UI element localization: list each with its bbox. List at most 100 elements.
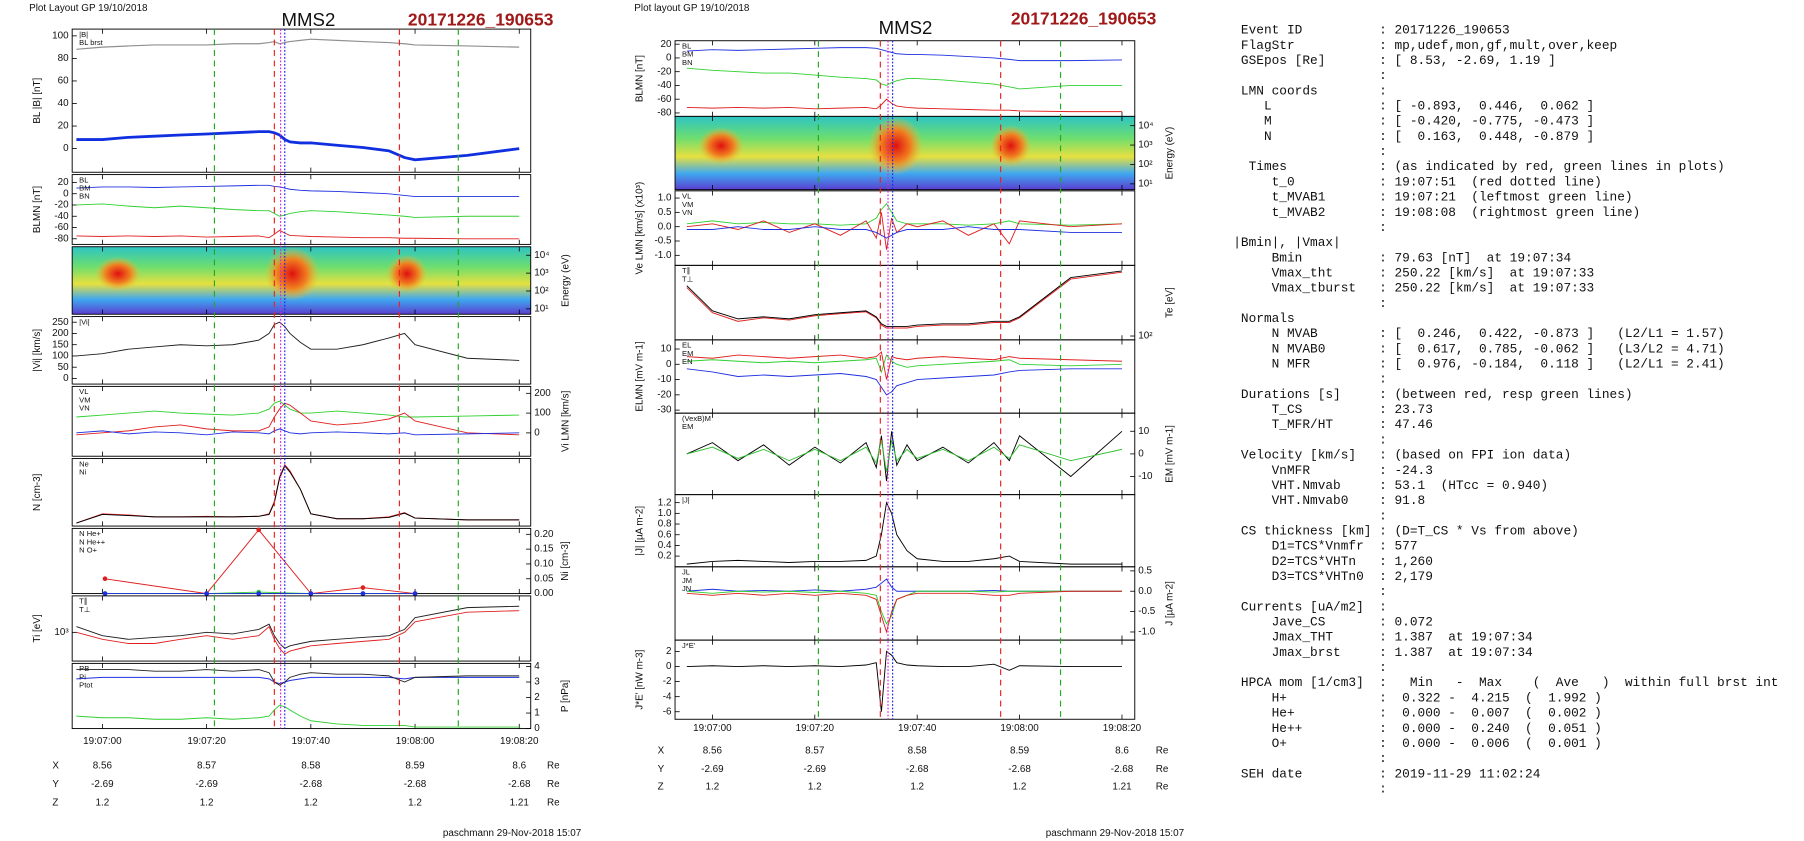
y-tick-label: 10⁴ — [534, 250, 549, 261]
y-tick-label: 0.15 — [534, 544, 554, 555]
ephemeris-value: -2.68 — [906, 764, 929, 775]
series-line — [76, 229, 520, 240]
panel-frame — [674, 412, 1136, 496]
series-line — [76, 676, 520, 685]
series-line — [76, 400, 520, 418]
ephemeris-value: 1.2 — [808, 781, 822, 792]
legend-entry: |J| — [682, 495, 690, 504]
y-tick-label: 0 — [666, 53, 672, 64]
y-tick-label: 10³ — [534, 268, 549, 279]
legend-entry: JL — [682, 568, 690, 577]
y-tick-label: 0 — [666, 359, 672, 370]
ephemeris-label: X — [658, 745, 665, 756]
x-tick-label: 19:08:00 — [396, 736, 435, 747]
listing-line: Event ID : 20171226_190653 — [1226, 23, 1510, 38]
y-tick-label: -0.5 — [1138, 606, 1156, 617]
series-line — [686, 501, 1122, 565]
ephemeris-value: -2.68 — [404, 779, 427, 790]
ephemeris-value: -2.68 — [1111, 764, 1134, 775]
y-tick-label: 250 — [52, 317, 69, 328]
panel-frame — [674, 190, 1136, 266]
y-axis-label: J [µA m-2] — [1164, 581, 1175, 626]
header-layout: Plot Layout GP 19/10/2018 — [29, 3, 148, 14]
panel-frame — [674, 566, 1136, 641]
panel-frame — [674, 264, 1136, 341]
listing-line: t_MVAB2 : 19:08:08 (rightmost green line… — [1226, 205, 1641, 220]
panel-frame — [674, 639, 1136, 720]
y-tick-label: -20 — [54, 200, 69, 211]
y-tick-label: 10² — [1138, 331, 1153, 342]
ephemeris-value: -2.69 — [195, 779, 218, 790]
y-axis-label: Vi LMN [km/s] — [560, 390, 571, 452]
y-tick-label: 0 — [63, 373, 69, 384]
y-tick-label: 1.2 — [658, 497, 672, 508]
spectrogram-blob — [95, 256, 141, 291]
listing-line: : — [1226, 432, 1387, 447]
legend-entry: VL — [682, 192, 691, 201]
listing-line: Times : (as indicated by red, green line… — [1226, 159, 1725, 174]
listing-line: VHT.Nmvab : 53.1 (HTcc = 0.940) — [1226, 478, 1549, 493]
data-point — [360, 585, 366, 590]
listing-line: : — [1226, 660, 1387, 675]
listing-line: D3=TCS*VHTn0 : 2,179 — [1226, 569, 1433, 584]
listing-line: VHT.Nmvab0 : 91.8 — [1226, 493, 1426, 508]
legend-entry: BN — [682, 58, 692, 67]
ephemeris-label: Y — [52, 779, 59, 790]
legend-entry: VM — [79, 395, 90, 404]
y-tick-label: -1.0 — [655, 250, 673, 261]
legend-entry: EM — [682, 349, 693, 358]
ephemeris-value: -2.69 — [804, 764, 827, 775]
y-tick-label: -10 — [1138, 471, 1153, 482]
listing-line: CS thickness [km] : (D=T_CS * Vs from ab… — [1226, 523, 1579, 538]
y-tick-label: -0.5 — [655, 236, 673, 247]
legend-entry: |Vi| — [79, 317, 90, 326]
y-tick-label: -40 — [657, 80, 672, 91]
y-tick-label: 0.2 — [658, 551, 672, 562]
listing-line: N MVAB : [ 0.246, 0.422, -0.873 ] (L2/L1… — [1226, 326, 1725, 341]
series-line — [686, 47, 1122, 62]
listing-line: SEH date : 2019-11-29 11:02:24 — [1226, 766, 1541, 781]
x-tick-label: 19:08:00 — [1000, 723, 1039, 734]
ephemeris-value: 1.21 — [1112, 781, 1132, 792]
listing-line: Bmin : 79.63 [nT] at 19:07:34 — [1226, 250, 1572, 265]
spectrogram-blob — [386, 254, 428, 293]
legend-entry: EN — [682, 357, 692, 366]
listing-line: He+ : 0.000 - 0.007 ( 0.002 ) — [1226, 706, 1602, 721]
panel-frame — [71, 174, 532, 245]
spectrogram-blob — [989, 125, 1032, 167]
header-probe: MMS2 — [879, 17, 933, 38]
series-line — [76, 130, 520, 162]
spectrogram-blob — [264, 246, 320, 301]
y-axis-label: N [cm-3] — [32, 473, 43, 511]
y-tick-label: -4 — [663, 691, 672, 702]
listing-line: Jmax_brst : 1.387 at 19:07:34 — [1226, 645, 1533, 660]
series-line — [686, 271, 1123, 329]
listing-line: Vmax_tht : 250.22 [km/s] at 19:07:33 — [1226, 265, 1595, 280]
listing-line: D1=TCS*Vnmfr : 577 — [1226, 539, 1418, 554]
listing-line: LMN coords : — [1226, 83, 1387, 98]
y-tick-label: 100 — [52, 30, 69, 41]
legend-entry: BN — [79, 192, 89, 201]
legend-entry: BL brst — [79, 38, 104, 47]
legend-entry: VL — [79, 387, 88, 396]
x-tick-label: 19:07:00 — [83, 736, 122, 747]
listing-line: : — [1226, 220, 1387, 235]
data-point — [102, 576, 108, 582]
series-line — [686, 98, 1122, 113]
y-tick-label: 1 — [534, 708, 540, 719]
series-line — [686, 270, 1123, 327]
ephemeris-value: -2.69 — [91, 779, 114, 790]
panel-frame — [71, 316, 532, 385]
y-tick-label: 0.4 — [658, 540, 672, 551]
y-tick-label: 20 — [58, 121, 69, 132]
ephemeris-value: -2.68 — [300, 779, 323, 790]
data-point — [204, 591, 209, 596]
y-tick-label: 0.00 — [534, 588, 554, 599]
panel-frame — [674, 494, 1136, 568]
ephemeris-label: X — [52, 760, 59, 771]
series-line — [76, 402, 520, 436]
y-tick-label: 10² — [534, 286, 549, 297]
series-line — [686, 354, 1122, 374]
ephemeris-value: 1.2 — [408, 798, 422, 809]
